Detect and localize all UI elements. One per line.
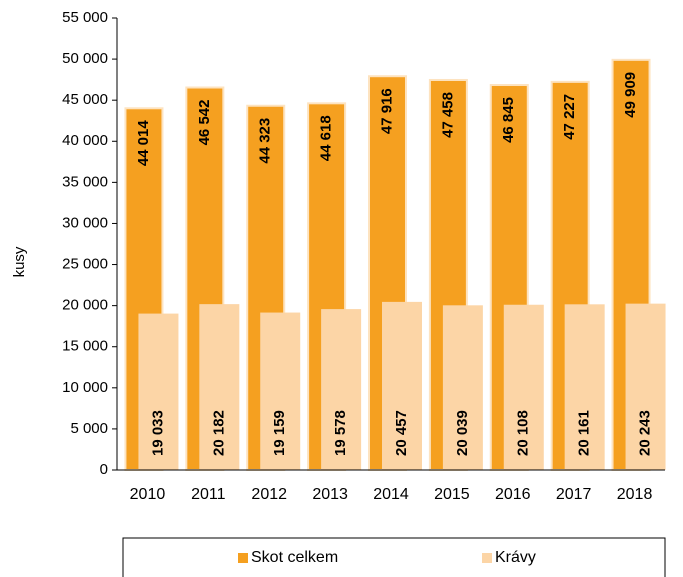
y-axis-label: kusy — [11, 246, 28, 277]
bar — [138, 313, 179, 470]
y-tick-label: 35 000 — [62, 173, 108, 190]
y-tick-label: 50 000 — [62, 50, 108, 67]
y-tick-label: 15 000 — [62, 338, 108, 355]
x-tick-label: 2015 — [434, 486, 470, 503]
value-label: 47 227 — [561, 94, 578, 140]
x-tick-label: 2012 — [251, 486, 287, 503]
x-tick-label: 2017 — [556, 486, 592, 503]
value-label: 20 161 — [576, 410, 593, 456]
bar — [564, 304, 605, 470]
value-label: 44 618 — [318, 115, 335, 161]
bar — [625, 303, 666, 470]
y-tick-label: 0 — [100, 461, 108, 478]
x-tick-label: 2016 — [495, 486, 531, 503]
value-label: 20 243 — [637, 410, 654, 456]
x-tick-label: 2013 — [312, 486, 348, 503]
y-tick-label: 5 000 — [70, 420, 108, 437]
value-label: 47 916 — [378, 88, 395, 134]
y-tick-label: 25 000 — [62, 256, 108, 273]
legend-box — [122, 537, 666, 577]
y-tick-label: 10 000 — [62, 379, 108, 396]
value-label: 44 323 — [257, 118, 274, 164]
legend-label: Skot celkem — [251, 549, 338, 566]
bar — [503, 304, 544, 470]
bar — [321, 309, 362, 470]
y-tick-label: 45 000 — [62, 91, 108, 108]
y-tick-label: 40 000 — [62, 132, 108, 149]
value-label: 46 845 — [500, 97, 517, 143]
bar — [199, 304, 240, 470]
value-label: 19 578 — [332, 410, 349, 456]
x-tick-label: 2010 — [130, 486, 166, 503]
value-label: 46 542 — [196, 100, 213, 146]
value-label: 47 458 — [439, 92, 456, 138]
y-tick-label: 20 000 — [62, 297, 108, 314]
legend-label: Krávy — [495, 549, 536, 566]
value-label: 19 159 — [271, 410, 288, 456]
y-tick-label: 55 000 — [62, 9, 108, 26]
value-label: 49 909 — [622, 72, 639, 118]
value-label: 20 108 — [515, 410, 532, 456]
value-label: 20 182 — [210, 410, 227, 456]
x-tick-label: 2014 — [373, 486, 409, 503]
y-tick-label: 30 000 — [62, 214, 108, 231]
value-label: 44 014 — [135, 120, 152, 167]
value-label: 19 033 — [149, 410, 166, 456]
x-tick-label: 2011 — [191, 486, 226, 503]
bar — [442, 305, 483, 470]
bar — [260, 312, 301, 470]
legend-swatch — [238, 553, 248, 563]
legend-swatch — [482, 553, 492, 563]
x-tick-label: 2018 — [617, 486, 653, 503]
value-label: 20 039 — [454, 410, 471, 456]
value-label: 20 457 — [393, 410, 410, 456]
bar — [382, 301, 422, 470]
